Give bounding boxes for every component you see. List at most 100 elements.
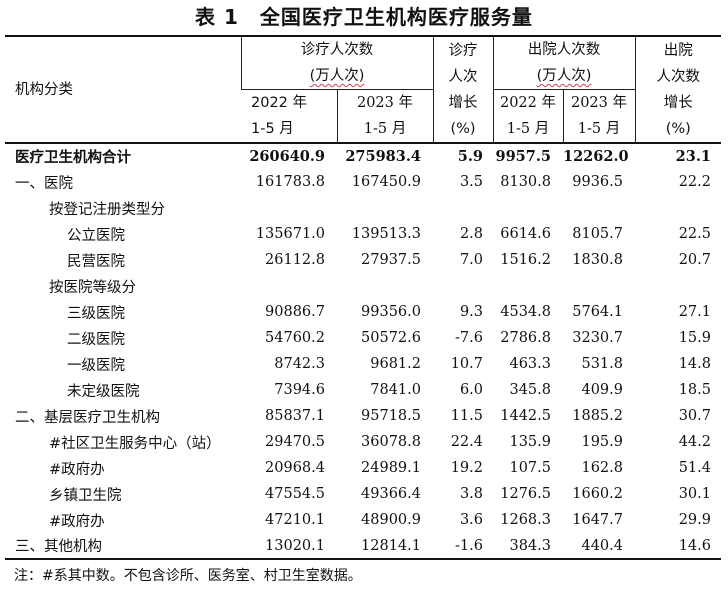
row-name-cell: 一级医院: [67, 357, 125, 374]
row-name-cell: 未定级医院: [67, 383, 140, 400]
visits-growth-cell: 3.8: [459, 486, 483, 502]
visits-2022-cell: [241, 273, 337, 299]
visits-2023-cell: 27937.5: [361, 252, 421, 268]
discharge-2022-cell: 384.3: [509, 537, 551, 554]
discharge-2023-cell: 440.4: [581, 537, 623, 554]
table-row: 一、医院 161783.8 167450.9 3.5 8130.8 9936.5 22.2: [5, 169, 721, 195]
discharge-2022-cell: 4534.8: [500, 304, 551, 320]
table-row: #政府办 47210.1 48900.9 3.6 1268.3 1647.7 29.9: [5, 507, 721, 533]
visits-2023-cell: 50572.6: [361, 330, 421, 346]
discharge-2022-cell: 1516.2: [500, 252, 551, 268]
visits-growth-cell: 5.9: [457, 148, 483, 165]
row-name-cell: 乡镇卫生院: [49, 487, 122, 504]
row-name-cell: #政府办: [49, 513, 105, 530]
visits-2022-cell: 54760.2: [265, 330, 325, 346]
discharge-growth-cell: 22.2: [678, 174, 711, 190]
table-row: 未定级医院 7394.6 7841.0 6.0 345.8 409.9 18.5: [5, 377, 721, 403]
row-name-cell: 公立医院: [67, 227, 125, 244]
discharge-2022-cell: 107.5: [509, 460, 551, 476]
medical-service-table: 机构分类 诊疗人次数 (万人次) 诊疗 人次 增长 (%) 出院人次数 (万人次…: [5, 35, 721, 560]
row-name-cell: 按登记注册类型分: [49, 201, 165, 218]
discharge-2023-cell: [563, 195, 635, 221]
discharge-growth-cell: 14.8: [678, 356, 711, 372]
row-name-cell: 一、医院: [15, 175, 73, 192]
row-name-cell: 按医院等级分: [49, 279, 136, 296]
visits-growth-cell: [433, 273, 493, 299]
discharge-growth-cell: 30.7: [678, 408, 711, 424]
visits-2023-cell: 7841.0: [370, 382, 421, 398]
discharge-2023-cell: 8105.7: [572, 226, 623, 242]
discharge-2022-cell: 6614.6: [500, 226, 551, 242]
visits-2022-cell: [241, 195, 337, 221]
visits-growth-cell: -1.6: [455, 537, 483, 554]
discharge-2023-cell: 1885.2: [572, 408, 623, 424]
visits-growth-cell: 10.7: [450, 356, 483, 372]
table-row: 二、基层医疗卫生机构 85837.1 95718.5 11.5 1442.5 1885.2…: [5, 403, 721, 429]
discharge-2022-cell: [493, 273, 563, 299]
visits-2022-cell: 26112.8: [265, 252, 325, 268]
discharge-2023-cell: 195.9: [581, 434, 623, 450]
discharge-growth-cell: 22.5: [678, 226, 711, 242]
discharge-growth-cell: 23.1: [675, 148, 711, 165]
discharge-growth-cell: [635, 195, 721, 221]
visits-2023-cell: 12814.1: [361, 537, 421, 554]
row-name-cell: #社区卫生服务中心（站）: [49, 435, 221, 452]
visits-growth-cell: 19.2: [450, 460, 483, 476]
visits-2023-cell: 167450.9: [351, 174, 421, 190]
table-row: 按登记注册类型分: [5, 195, 721, 221]
discharge-2022-cell: [493, 195, 563, 221]
table-row: 乡镇卫生院 47554.5 49366.4 3.8 1276.5 1660.2 30.1: [5, 481, 721, 507]
header-visits-2023: 2023 年 1-5 月: [336, 89, 433, 143]
visits-growth-cell: 9.3: [459, 304, 483, 320]
visits-2022-cell: 135671.0: [255, 226, 325, 242]
discharge-growth-cell: 44.2: [678, 434, 711, 450]
visits-growth-cell: -7.6: [455, 330, 483, 346]
visits-growth-cell: 2.8: [459, 226, 483, 242]
visits-growth-cell: 3.5: [459, 174, 483, 190]
discharge-2022-cell: 1268.3: [500, 512, 551, 528]
discharge-2023-cell: 5764.1: [572, 304, 623, 320]
header-discharge-group: 出院人次数 (万人次): [492, 36, 635, 90]
row-name-cell: 三、其他机构: [15, 539, 102, 555]
visits-2022-cell: 13020.1: [265, 537, 325, 554]
discharge-2022-cell: 8130.8: [500, 174, 551, 190]
discharge-growth-cell: [635, 273, 721, 299]
row-name-cell: 民营医院: [67, 253, 125, 270]
header-visits-group: 诊疗人次数 (万人次): [240, 36, 433, 90]
discharge-growth-cell: 14.6: [678, 537, 711, 554]
discharge-2022-cell: 9957.5: [495, 148, 552, 165]
table-title: 表 1 全国医疗卫生机构医疗服务量: [195, 5, 533, 29]
discharge-2023-cell: 9936.5: [572, 174, 623, 190]
discharge-2023-cell: 3230.7: [572, 330, 623, 346]
visits-2022-cell: 260640.9: [249, 148, 325, 165]
row-name-cell: 二级医院: [67, 331, 125, 348]
visits-2023-cell: 275983.4: [345, 148, 421, 165]
discharge-growth-cell: 20.7: [678, 252, 711, 268]
header-visits-growth: 诊疗 人次 增长 (%): [432, 36, 493, 143]
visits-2023-cell: 24989.1: [361, 460, 421, 476]
visits-growth-cell: 3.6: [459, 512, 483, 528]
visits-2023-cell: 95718.5: [361, 408, 421, 424]
visits-growth-cell: 22.4: [450, 434, 483, 450]
visits-2022-cell: 29470.5: [265, 434, 325, 450]
row-name-cell: 医疗卫生机构合计: [15, 150, 131, 166]
visits-2023-cell: 99356.0: [361, 304, 421, 320]
visits-2022-cell: 85837.1: [265, 408, 325, 424]
table-row: 医疗卫生机构合计 260640.9 275983.4 5.9 9957.5 12262.0…: [5, 143, 721, 169]
discharge-2022-cell: 1276.5: [500, 486, 551, 502]
visits-2023-cell: 49366.4: [361, 486, 421, 502]
visits-2022-cell: 20968.4: [265, 460, 325, 476]
visits-2023-cell: 48900.9: [361, 512, 421, 528]
discharge-growth-cell: 51.4: [678, 460, 711, 476]
row-name-cell: 二、基层医疗卫生机构: [15, 409, 160, 426]
table-row: 二级医院 54760.2 50572.6 -7.6 2786.8 3230.7 15.9: [5, 325, 721, 351]
discharge-growth-cell: 18.5: [678, 382, 711, 398]
discharge-growth-cell: 30.1: [678, 486, 711, 502]
table-row: 三级医院 90886.7 99356.0 9.3 4534.8 5764.1 27.1: [5, 299, 721, 325]
discharge-2023-cell: 409.9: [581, 382, 623, 398]
table-row: 三、其他机构 13020.1 12814.1 -1.6 384.3 440.4 14.6: [5, 533, 721, 559]
table-row: 一级医院 8742.3 9681.2 10.7 463.3 531.8 14.8: [5, 351, 721, 377]
discharge-2022-cell: 135.9: [509, 434, 551, 450]
discharge-2022-cell: 2786.8: [500, 330, 551, 346]
discharge-2023-cell: 12262.0: [563, 148, 629, 165]
